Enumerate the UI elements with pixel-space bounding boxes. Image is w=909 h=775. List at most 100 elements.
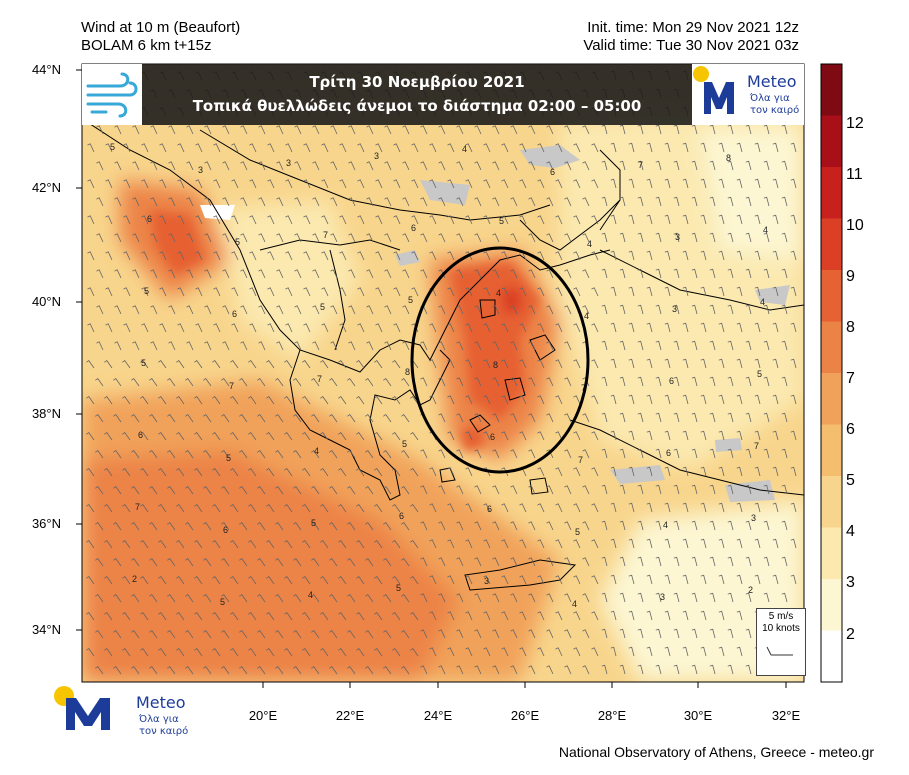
wind-barb [240,125,248,135]
wind-barb [420,341,428,351]
wind-barb [447,143,455,153]
wind-barb [141,251,149,261]
wind-barb [564,233,572,243]
wind-barb [221,378,230,387]
wind-barb [95,594,104,603]
wind-barb [763,340,770,351]
colorbar-tick-3: 3 [846,574,855,591]
wind-barb [104,432,113,441]
wind-barb [149,522,158,531]
wind-barb [194,648,203,657]
wind-barb [258,269,266,279]
wind-barb [312,161,320,171]
wind-speed-field: 5 3 3 3 4 6 7 8 6 5 7 6 5 4 3 4 5 6 5 5 4 4 3 4 5 7 7 8 8 7 6 5 6 5 4 5 6 7 6 7… [82,64,804,682]
contour-label: 6 [147,214,152,224]
wind-barb [628,250,635,261]
wind-barb [176,432,185,441]
wind-barb [411,179,419,189]
wind-barb [311,630,320,639]
wind-barb [745,448,752,459]
wind-barb [474,125,482,135]
wind-barb [591,179,599,189]
contour-label: 5 [402,439,407,449]
wind-barb [87,251,95,261]
wind-barb [321,251,329,261]
wind-barb [149,486,158,495]
wind-barb [736,286,743,297]
wind-barb [186,233,194,243]
wind-barb [601,232,608,243]
wind-barb [637,556,644,567]
wind-barb [781,160,788,171]
wind-barb [582,485,590,495]
wind-barb [150,269,158,279]
wind-barb [294,161,302,171]
wind-barb [655,376,662,387]
wind-barb [203,414,212,423]
wind-barb [257,666,266,675]
wind-barb [619,124,626,135]
wind-barb [195,179,203,189]
wind-barb [727,484,734,495]
wind-barb [745,124,752,135]
wind-barb [429,467,437,477]
wind-barb [410,432,419,441]
wind-barb [122,612,131,621]
wind-barb [104,504,113,513]
wind-barb [492,521,500,531]
wind-barb [338,540,347,549]
wind-barb [673,412,680,423]
wind-barb [87,215,95,225]
wind-barb [528,557,536,567]
wind-barb [727,268,734,279]
colorbar-swatch [821,630,842,682]
wind-barb [320,504,329,513]
wind-barb [700,178,707,189]
wind-barb [168,233,176,243]
wind-barb [447,359,455,369]
wind-barb [312,197,320,207]
wind-barb [619,232,626,243]
strong-wind-highlight-ellipse [410,246,590,474]
colorbar-swatch [821,321,842,373]
wind-barb [582,557,590,567]
wind-barb [285,143,293,153]
wind-barb [95,486,104,495]
wind-barb [311,594,320,603]
wind-barb [311,558,320,567]
wind-barb [573,395,581,405]
wind-barb [194,576,203,585]
wind-barb [257,414,266,423]
wind-barb [790,574,797,585]
wind-barb [673,304,680,315]
wind-barb [474,593,482,603]
wind-barb [266,612,275,621]
wind-barb [628,322,635,333]
wind-barb [772,466,779,477]
wind-barb [763,232,770,243]
wind-barb [528,449,536,459]
wind-barb [637,304,644,315]
wind-barb [393,215,401,225]
wind-barb [664,394,671,405]
wind-barb [610,214,617,225]
wind-barb [763,304,770,315]
wind-barb [167,414,176,423]
wind-barb [374,540,383,549]
wind-barb [195,143,203,153]
wind-barb [438,521,446,531]
wind-barb [754,178,761,189]
wind-barb [140,648,149,657]
wind-barb [420,593,428,603]
wind-barb [736,178,743,189]
wind-barb [186,197,194,207]
wind-barb [727,196,734,207]
event-banner: Τρίτη 30 Νοεμβρίου 2021 Τοπικά θυελλώδει… [142,64,692,125]
wind-barb [628,502,635,513]
wind-barb [573,179,581,189]
wind-barb [123,143,131,153]
wind-barb [320,432,329,441]
wind-barb [141,179,149,189]
wind-barb [718,250,725,261]
wind-barb [113,378,122,387]
